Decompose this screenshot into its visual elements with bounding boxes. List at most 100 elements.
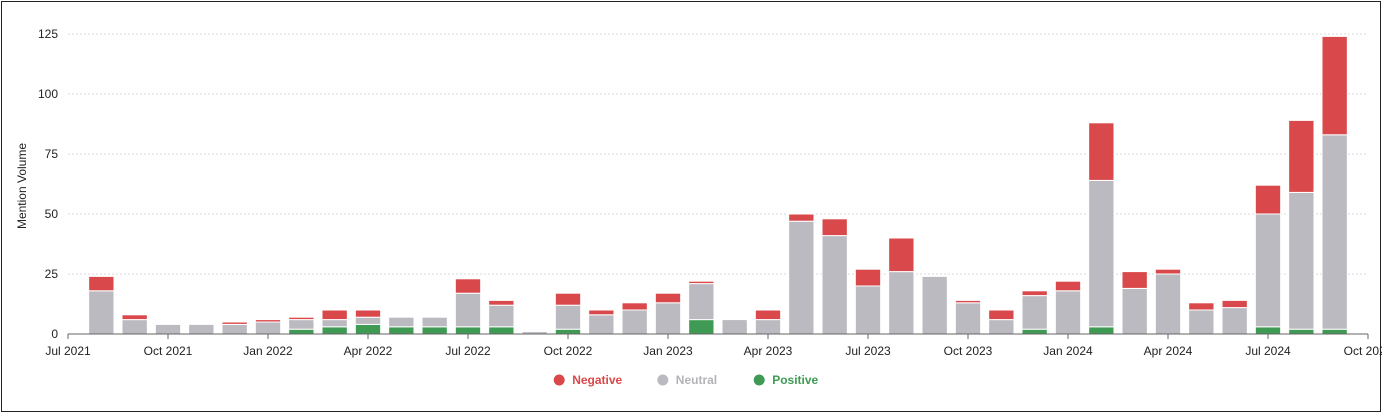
x-tick-label: Apr 2022 xyxy=(344,344,393,358)
bar-negative[interactable] xyxy=(854,268,882,287)
bar-neutral[interactable] xyxy=(1321,134,1348,330)
x-tick-label: Oct 2024 xyxy=(1344,344,1382,358)
bar-negative[interactable] xyxy=(754,309,782,321)
bar-positive[interactable] xyxy=(488,326,515,335)
bar-positive[interactable] xyxy=(1021,328,1048,335)
bar-positive[interactable] xyxy=(554,328,582,335)
bar-neutral[interactable] xyxy=(221,323,248,335)
bar-negative[interactable] xyxy=(588,309,615,316)
bar-neutral[interactable] xyxy=(88,290,115,335)
y-axis-ticks: 0 25 50 75 100 125 xyxy=(38,27,58,341)
bar-negative[interactable] xyxy=(954,299,982,304)
bar-negative[interactable] xyxy=(654,292,682,304)
bar-neutral[interactable] xyxy=(1188,309,1215,335)
bar-neutral[interactable] xyxy=(1221,307,1248,335)
bar-negative[interactable] xyxy=(988,309,1015,321)
bar-negative[interactable] xyxy=(1288,119,1315,193)
bar-positive[interactable] xyxy=(1254,326,1282,335)
bar-negative[interactable] xyxy=(321,309,348,321)
bar-neutral[interactable] xyxy=(388,316,415,328)
bar-neutral[interactable] xyxy=(821,235,848,335)
bar-negative[interactable] xyxy=(88,275,115,292)
bar-negative[interactable] xyxy=(554,292,582,306)
bar-neutral[interactable] xyxy=(1121,287,1148,335)
bar-neutral[interactable] xyxy=(454,292,482,328)
bar-negative[interactable] xyxy=(121,314,148,321)
x-tick-label: Jan 2024 xyxy=(1043,344,1093,358)
bar-neutral[interactable] xyxy=(1054,290,1082,335)
y-tick-label: 50 xyxy=(45,207,59,221)
bar-negative[interactable] xyxy=(354,309,382,318)
legend-item-positive[interactable]: Positive xyxy=(753,373,819,387)
bar-negative[interactable] xyxy=(888,237,915,273)
legend-item-neutral[interactable]: Neutral xyxy=(657,373,717,387)
bar-positive[interactable] xyxy=(354,323,382,335)
bar-neutral[interactable] xyxy=(621,309,648,335)
legend-item-negative[interactable]: Negative xyxy=(553,373,623,387)
bar-neutral[interactable] xyxy=(1154,273,1182,335)
legend-label: Positive xyxy=(772,373,818,387)
bar-neutral[interactable] xyxy=(888,271,915,335)
bar-negative[interactable] xyxy=(1254,184,1282,215)
x-tick-label: Jan 2023 xyxy=(643,344,693,358)
bar-negative[interactable] xyxy=(1154,268,1182,275)
bar-negative[interactable] xyxy=(1121,271,1148,289)
bar-neutral[interactable] xyxy=(288,319,315,330)
bar-neutral[interactable] xyxy=(988,319,1015,335)
bar-neutral[interactable] xyxy=(754,319,782,335)
bar-positive[interactable] xyxy=(1321,328,1348,335)
bar-negative[interactable] xyxy=(454,278,482,294)
bar-neutral[interactable] xyxy=(654,302,682,335)
bar-negative[interactable] xyxy=(1321,35,1348,136)
bar-neutral[interactable] xyxy=(254,321,282,335)
x-tick-label: Apr 2023 xyxy=(744,344,793,358)
bar-neutral[interactable] xyxy=(554,304,582,330)
legend: Negative Neutral Positive xyxy=(553,373,819,387)
bar-positive[interactable] xyxy=(688,319,715,335)
bar-neutral[interactable] xyxy=(1288,191,1315,330)
bar-neutral[interactable] xyxy=(121,319,148,335)
bar-neutral[interactable] xyxy=(154,323,182,335)
bar-negative[interactable] xyxy=(688,280,715,285)
bar-positive[interactable] xyxy=(421,326,448,335)
bar-negative[interactable] xyxy=(1188,302,1215,311)
bar-negative[interactable] xyxy=(1054,280,1082,292)
bar-neutral[interactable] xyxy=(921,275,948,335)
bar-positive[interactable] xyxy=(388,326,415,335)
bar-negative[interactable] xyxy=(621,302,648,311)
bar-neutral[interactable] xyxy=(188,323,215,335)
bar-neutral[interactable] xyxy=(488,304,515,328)
bar-neutral[interactable] xyxy=(1021,295,1048,330)
bar-negative[interactable] xyxy=(254,319,282,323)
x-tick-label: Oct 2023 xyxy=(944,344,993,358)
bar-positive[interactable] xyxy=(1288,328,1315,335)
bar-positive[interactable] xyxy=(288,328,315,335)
bar-negative[interactable] xyxy=(221,321,248,325)
x-tick-label: Oct 2021 xyxy=(144,344,193,358)
bar-positive[interactable] xyxy=(454,326,482,335)
x-tick-label: Jul 2024 xyxy=(1245,344,1291,358)
bar-neutral[interactable] xyxy=(354,316,382,325)
bar-neutral[interactable] xyxy=(1254,213,1282,328)
bar-negative[interactable] xyxy=(821,218,848,237)
bar-neutral[interactable] xyxy=(588,314,615,335)
bar-negative[interactable] xyxy=(1221,299,1248,309)
x-tick-label: Jul 2021 xyxy=(45,344,91,358)
bar-neutral[interactable] xyxy=(854,285,882,335)
bar-neutral[interactable] xyxy=(321,319,348,328)
bar-neutral[interactable] xyxy=(1088,179,1115,328)
legend-swatch xyxy=(553,374,565,386)
bar-neutral[interactable] xyxy=(421,316,448,328)
bar-neutral[interactable] xyxy=(954,302,982,335)
bar-neutral[interactable] xyxy=(721,319,748,335)
bar-neutral[interactable] xyxy=(688,283,715,321)
bar-negative[interactable] xyxy=(1021,290,1048,297)
bar-negative[interactable] xyxy=(288,316,315,321)
bar-positive[interactable] xyxy=(1088,326,1115,335)
bar-negative[interactable] xyxy=(788,213,815,222)
bar-negative[interactable] xyxy=(488,299,515,306)
bar-neutral[interactable] xyxy=(788,220,815,335)
bar-negative[interactable] xyxy=(1088,122,1115,181)
bar-positive[interactable] xyxy=(321,326,348,335)
